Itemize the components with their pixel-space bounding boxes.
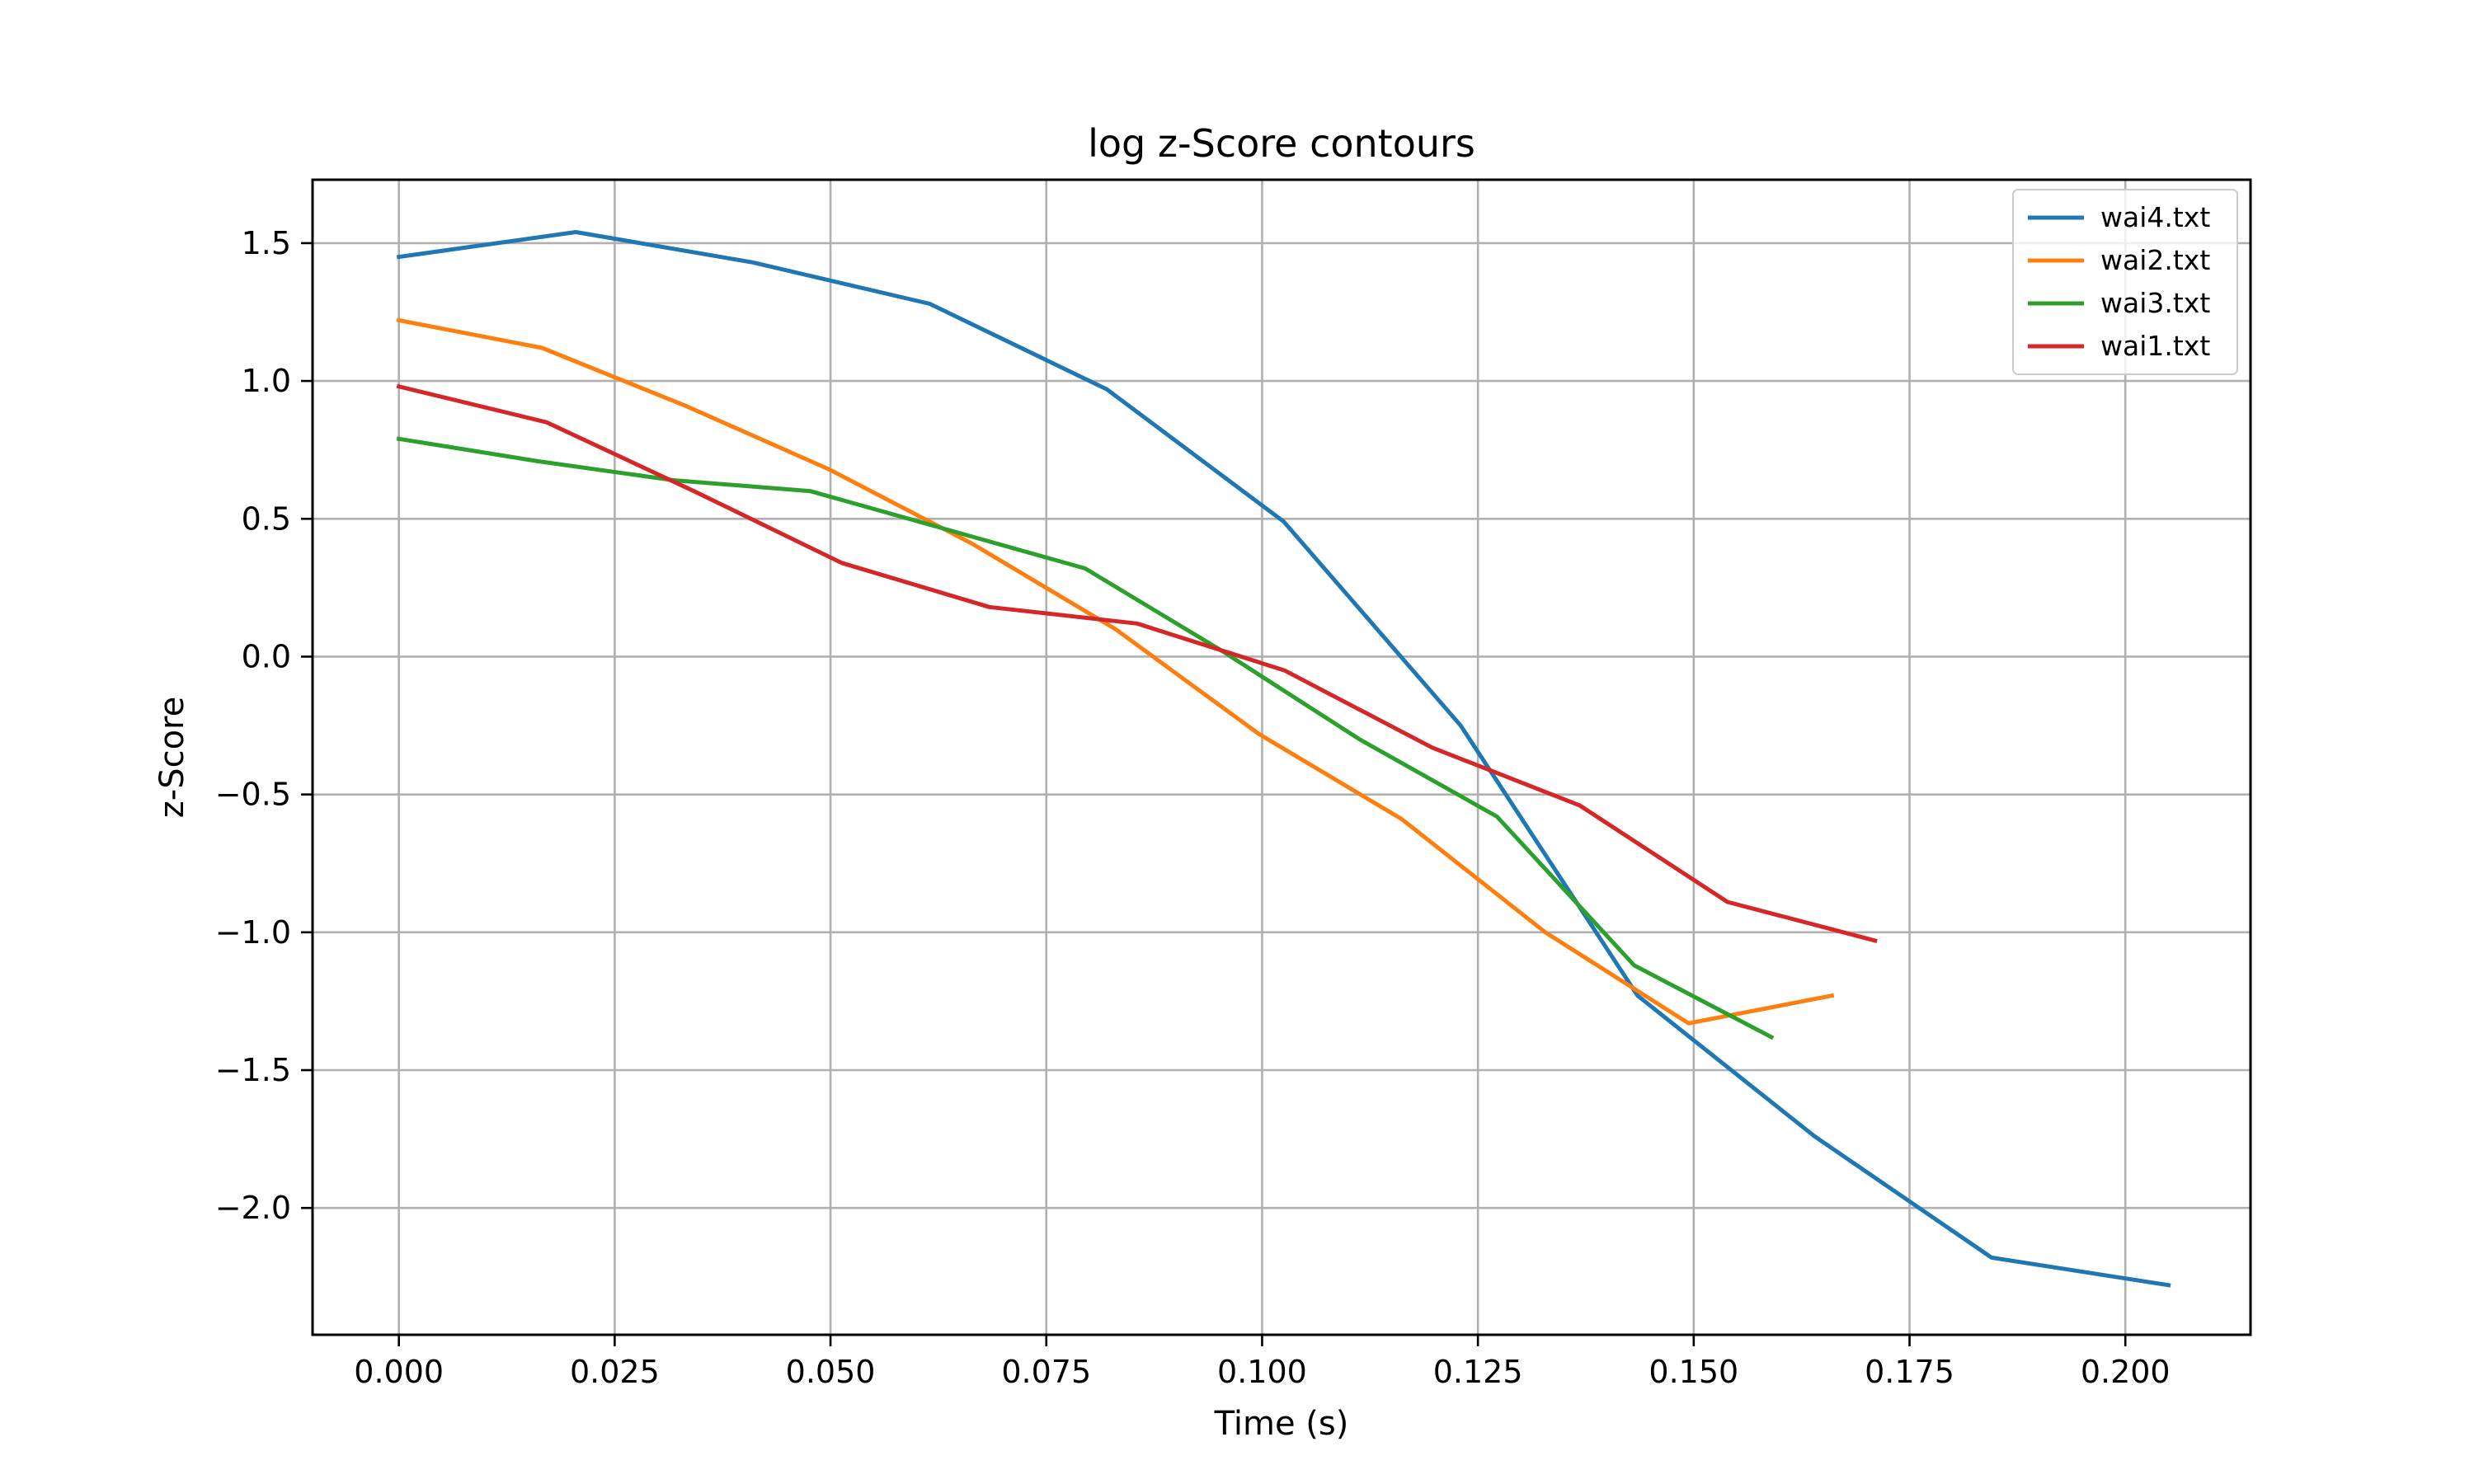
x-tick-label: 0.025 — [570, 1354, 660, 1390]
x-tick-label: 0.050 — [786, 1354, 876, 1390]
legend-label: wai2.txt — [2100, 244, 2210, 276]
series-line-wai4-txt — [396, 230, 2171, 1288]
y-tick-label: −2.0 — [215, 1190, 291, 1226]
y-tick-label: 0.0 — [242, 638, 291, 674]
series-line-wai2-txt — [396, 317, 1835, 1026]
x-axis-label: Time (s) — [1214, 1405, 1349, 1443]
chart-title: log z-Score contours — [1088, 121, 1475, 166]
series-line-wai1-txt — [396, 383, 1878, 943]
x-tick-label: 0.125 — [1433, 1354, 1523, 1390]
series-line-wai3-txt — [396, 436, 1775, 1040]
y-axis-label: z-Score — [153, 697, 191, 818]
x-tick-label: 0.000 — [354, 1354, 444, 1390]
y-tick-label: −1.0 — [215, 914, 291, 951]
legend-label: wai4.txt — [2100, 201, 2210, 233]
y-tick-label: −1.5 — [215, 1052, 291, 1088]
legend-frame — [2012, 189, 2238, 375]
y-tick-label: 1.5 — [242, 225, 291, 261]
legend-label: wai1.txt — [2100, 330, 2210, 362]
x-tick-label: 0.075 — [1001, 1354, 1091, 1390]
axis-ticks: 0.000 0.025 0.050 0.075 0.100 0.125 0.150 0.175… — [215, 225, 2171, 1390]
legend: wai4.txt wai2.txt wai3.txt wai1.txt — [2012, 189, 2238, 375]
x-tick-label: 0.150 — [1649, 1354, 1738, 1390]
x-tick-label: 0.175 — [1865, 1354, 1954, 1390]
x-tick-label: 0.200 — [2081, 1354, 2171, 1390]
y-tick-label: 1.0 — [242, 363, 291, 399]
legend-label: wai3.txt — [2100, 287, 2210, 319]
series-lines — [396, 230, 2171, 1288]
y-tick-label: 0.5 — [242, 500, 291, 537]
plot-frame — [311, 178, 2252, 1336]
x-tick-label: 0.100 — [1217, 1354, 1307, 1390]
y-tick-label: −0.5 — [215, 777, 291, 813]
